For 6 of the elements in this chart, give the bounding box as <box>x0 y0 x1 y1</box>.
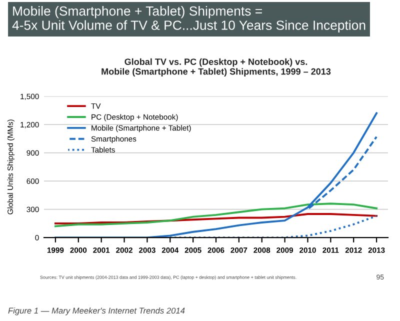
chart-subtitle: Global TV vs. PC (Desktop + Notebook) vs. Mobile (Smartphone + Tablet) Shipments, 1999 – 2013 <box>102 58 331 76</box>
line-series <box>54 202 378 228</box>
line-series <box>54 213 378 224</box>
line-series <box>54 112 378 238</box>
chart-title: Mobile (Smartphone + Tablet) Shipments = 4-5x Unit Volume of TV & PC...Just 10 Years Since Inception <box>12 6 366 33</box>
caption: Figure 1 — Mary Meeker's Internet Trends 2014 <box>8 307 185 316</box>
